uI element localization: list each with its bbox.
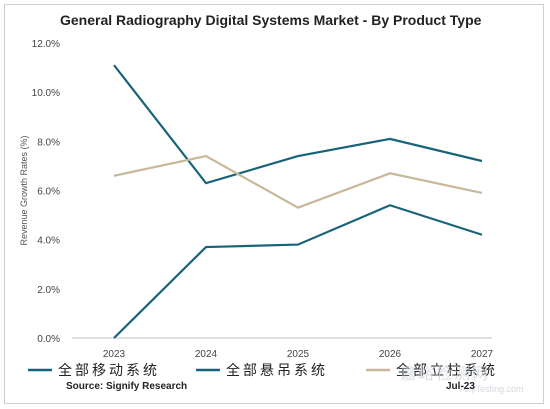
watermark-sub: AnyTesting.com <box>460 384 524 394</box>
series-line-3 <box>113 154 483 209</box>
chart-frame <box>4 4 544 404</box>
y-tick-label: 8.0% <box>37 137 60 148</box>
y-tick-label: 10.0% <box>32 88 60 99</box>
legend-label-1: 全部移动系统 <box>58 362 160 378</box>
source-note: Source: Signify Research <box>66 381 188 392</box>
x-tick-label: 2024 <box>195 349 218 360</box>
y-tick-label: 6.0% <box>37 187 60 198</box>
y-tick-label: 4.0% <box>37 236 60 247</box>
series-line-1 <box>113 204 483 339</box>
x-tick-label: 2026 <box>379 349 402 360</box>
legend-label-2: 全部悬吊系统 <box>226 362 328 378</box>
x-tick-label: 2023 <box>103 349 126 360</box>
y-tick-label: 0.0% <box>37 334 60 345</box>
legend-label-3: 全部立柱系统 <box>396 362 498 378</box>
date-label: Jul-23 <box>446 381 475 392</box>
x-tick-label: 2025 <box>287 349 310 360</box>
series-line-2 <box>113 64 483 185</box>
chart-title: General Radiography Digital Systems Mark… <box>60 12 482 28</box>
y-axis-label: Revenue Growth Rates (%) <box>19 135 29 245</box>
y-tick-label: 12.0% <box>32 39 60 50</box>
watermark: 嘉峪检测网 <box>400 366 491 383</box>
x-tick-label: 2027 <box>471 349 494 360</box>
y-tick-label: 2.0% <box>37 285 60 296</box>
